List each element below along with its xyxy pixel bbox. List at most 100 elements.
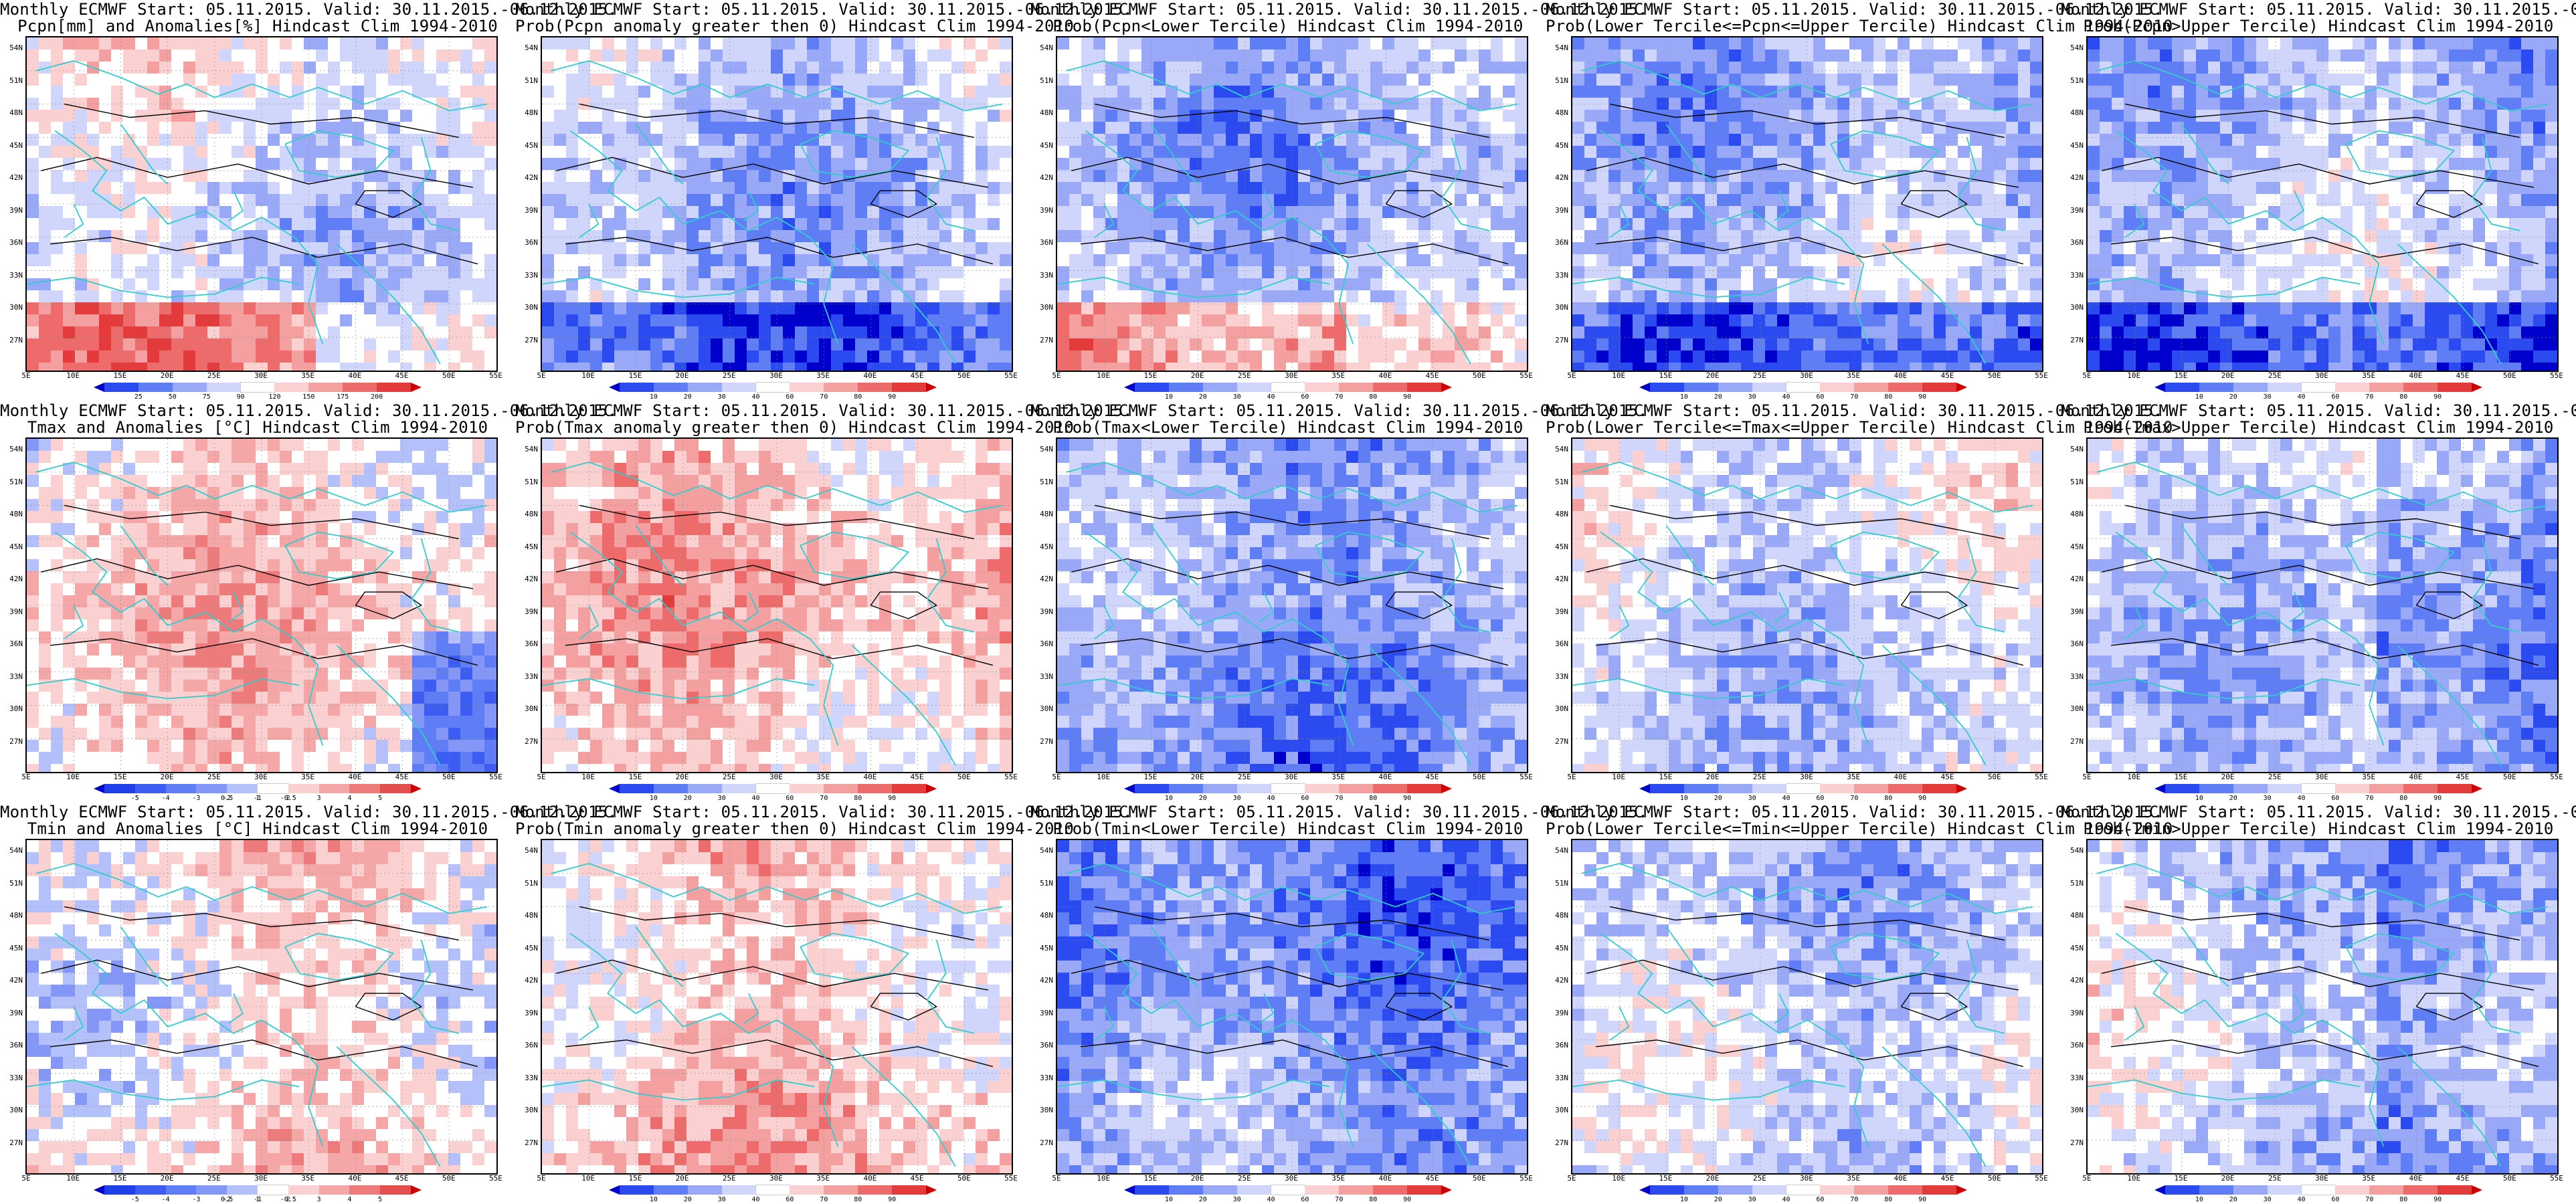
lon-label: 5E [21, 773, 31, 781]
panel-title-line1: Monthly ECMWF Start: 05.11.2015. Valid: … [1546, 401, 2163, 420]
lon-label: 35E [1331, 773, 1346, 781]
colorbar-segment [1718, 1185, 1752, 1195]
coastline [120, 926, 169, 987]
lat-label: 42N [2070, 976, 2084, 985]
lon-label: 5E [1567, 1174, 1576, 1183]
colorbar-left-arrow [609, 1185, 620, 1195]
isoline [1596, 1039, 2024, 1068]
lat-label: 48N [2070, 510, 2084, 518]
coastline [35, 862, 488, 914]
colorbar-tick-label: 30 [717, 393, 726, 401]
lat-label: 30N [9, 303, 23, 312]
lon-label: 40E [2409, 371, 2423, 380]
lon-label: 15E [2174, 371, 2188, 380]
colorbar-tick-label: 60 [1816, 393, 1825, 401]
map-field [1572, 37, 2042, 371]
colorbar-tick-label: 40 [1267, 393, 1275, 401]
colorbar-segment [1650, 1185, 1684, 1195]
isoline [2101, 959, 2535, 991]
coastline [1830, 932, 1940, 981]
lon-label: 45E [910, 1174, 924, 1183]
colorbar-segment [2335, 784, 2370, 793]
colorbar-tick-label: 75 [202, 393, 211, 401]
isoline [579, 906, 974, 941]
lon-label: 10E [2127, 371, 2141, 380]
coastline [411, 940, 460, 1034]
lat-label: 27N [1555, 335, 1568, 344]
panel-title-line1: Monthly ECMWF Start: 05.11.2015. Valid: … [2061, 401, 2576, 420]
lon-label: 30E [1285, 371, 1298, 380]
colorbar-tick-label: -4 [161, 1196, 170, 1203]
colorbar [2154, 382, 2483, 393]
colorbar-tick-label: 80 [1369, 393, 1378, 401]
lon-label: 55E [1520, 1174, 1533, 1183]
lat-label: 39N [2070, 1008, 2084, 1017]
coastline [743, 190, 759, 221]
panel-title-line2: Prob(Tmax>Upper Tercile) Hindcast Clim 1… [2083, 418, 2554, 437]
colorbar-segment [1270, 382, 1306, 393]
lat-label: 39N [525, 607, 538, 616]
coastline [1600, 130, 1869, 344]
colorbar-segment [1922, 784, 1957, 793]
map-field [1572, 840, 2042, 1173]
colorbar-segment [2437, 383, 2472, 392]
lon-label: 50E [1987, 371, 2001, 380]
lat-label: 51N [9, 477, 23, 486]
lat-label: 39N [1555, 1008, 1568, 1017]
colorbar-segment [2267, 784, 2302, 793]
colorbar-tick-label: 90 [1403, 393, 1412, 401]
colorbar-tick-label: 5 [378, 1196, 383, 1203]
panel-title-line1: Monthly ECMWF Start: 05.11.2015. Valid: … [0, 401, 618, 420]
coastline [1366, 645, 1471, 766]
lon-label: 50E [1472, 773, 1486, 781]
coastline [1085, 130, 1354, 344]
lat-label: 54N [1040, 846, 1053, 855]
colorbar-segment [1922, 383, 1957, 392]
colorbar [94, 382, 422, 393]
panel-title-line1: Monthly ECMWF Start: 05.11.2015. Valid: … [1546, 0, 2163, 19]
coastline [926, 137, 975, 231]
colorbar-tick-label: 40 [751, 1196, 760, 1203]
lat-label: 45N [2070, 140, 2084, 150]
colorbar-segment [1373, 1185, 1408, 1195]
coastline [1441, 538, 1490, 633]
lat-label: 27N [9, 1138, 23, 1147]
panel-title-line2: Prob(Tmax anomaly greater then 0) Hindca… [515, 418, 1075, 437]
coastline [120, 123, 169, 185]
lat-label: 48N [1040, 108, 1053, 117]
lon-label: 5E [1567, 773, 1576, 781]
lat-label: 45N [9, 140, 23, 150]
colorbar [1124, 382, 1453, 393]
isoline [64, 504, 459, 540]
isoline [579, 103, 974, 138]
colorbar-tick-label: -5 [130, 795, 139, 802]
colorbar-tick-label: 10 [2195, 393, 2203, 401]
panel-title-line2: Prob(Pcpn anomaly greater then 0) Hindca… [515, 17, 1075, 35]
isoline [1596, 638, 2024, 666]
lon-label: 55E [1004, 773, 1018, 781]
lat-label: 36N [1040, 639, 1053, 648]
colorbar-right-arrow [1441, 383, 1453, 392]
coastline [1572, 276, 1845, 298]
coastline [542, 276, 815, 298]
coastline [1774, 993, 1790, 1024]
colorbar-segment [1168, 784, 1203, 793]
lat-label: 33N [1555, 672, 1568, 681]
map-field [2088, 439, 2557, 772]
lat-label: 54N [525, 43, 538, 52]
colorbar-tick-label: 20 [1714, 1196, 1722, 1203]
colorbar-tick-label: 30 [2263, 1196, 2272, 1203]
lon-label: 55E [2035, 371, 2048, 380]
colorbar-tick-label: 0.5 [221, 795, 234, 802]
lat-label: 54N [1555, 43, 1568, 52]
colorbar-segment [1683, 784, 1718, 793]
colorbar-tick-label: 60 [2331, 1196, 2340, 1203]
isoline [1586, 959, 2019, 991]
lat-label: 30N [1040, 704, 1053, 713]
coastline [64, 605, 84, 639]
map-area [1056, 437, 1528, 773]
coastline [1956, 538, 2005, 633]
isoline [2125, 103, 2520, 138]
lon-label: 5E [2082, 371, 2092, 380]
colorbar-segment [1373, 383, 1408, 392]
